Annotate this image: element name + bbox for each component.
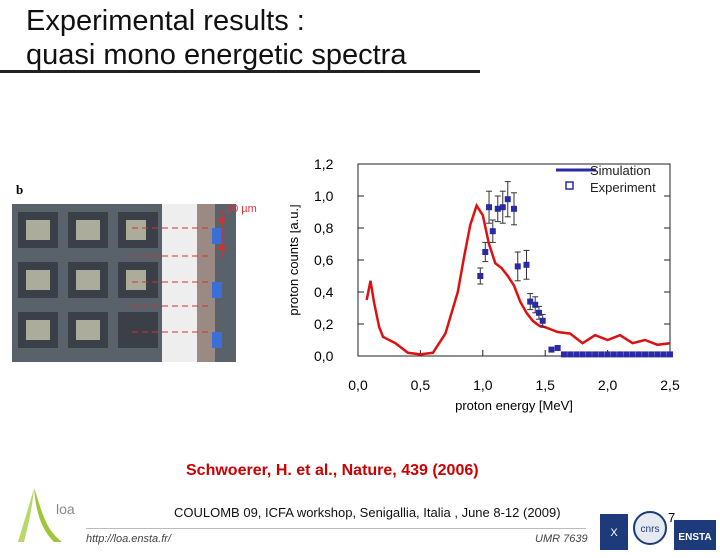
experiment-point — [514, 263, 521, 270]
experiment-point — [667, 351, 673, 358]
experiment-point — [539, 317, 546, 324]
title-underline — [0, 70, 480, 73]
page-number: 7 — [668, 510, 676, 525]
experiment-point — [579, 351, 586, 358]
logo-cnrs: cnrs — [641, 524, 660, 535]
y-tick-label: 0,4 — [314, 284, 334, 300]
experiment-point — [635, 351, 642, 358]
y-tick-label: 0,2 — [314, 316, 334, 332]
x-tick-label: 1,5 — [535, 377, 555, 393]
microscope-photo: b — [12, 178, 236, 362]
experiment-point — [592, 351, 599, 358]
experiment-point — [523, 261, 530, 268]
experiment-point — [560, 351, 567, 358]
citation: Schwoerer, H. et al., Nature, 439 (2006) — [186, 462, 479, 479]
experiment-point — [567, 351, 574, 358]
experiment-point — [527, 298, 534, 305]
partner-logos: X cnrs ENSTA — [598, 508, 720, 558]
footer-divider — [86, 528, 586, 529]
conference-line: COULOMB 09, ICFA workshop, Senigallia, I… — [174, 505, 561, 520]
experiment-point — [604, 351, 611, 358]
title-line-1: Experimental results : — [26, 5, 305, 37]
x-axis-label: proton energy [MeV] — [455, 398, 573, 413]
chart-layer: 0,0 0,2 0,4 0,6 0,8 1,0 1,2 0,0 0,5 1,0 1,5 2,0 2,5 p… — [290, 156, 680, 413]
experiment-point — [585, 351, 592, 358]
slide-title: Experimental results : quasi mono energe… — [26, 4, 406, 72]
x-tick-label: 0,5 — [411, 377, 431, 393]
target-array-image — [12, 178, 236, 362]
y-tick-label: 1,2 — [314, 156, 334, 172]
experiment-point — [477, 273, 484, 279]
experiment-point — [489, 228, 496, 235]
experiment-point — [535, 309, 542, 316]
experiment-point — [648, 351, 655, 358]
x-tick-label: 0,0 — [348, 377, 368, 393]
x-tick-label: 2,5 — [660, 377, 680, 393]
x-tick-label: 1,0 — [473, 377, 493, 393]
y-tick-label: 0,0 — [314, 348, 334, 364]
loa-logo-icon: loa — [18, 488, 75, 542]
footer-umr: UMR 7639 — [535, 533, 588, 545]
experiment-point — [511, 205, 517, 212]
experiment-point — [548, 346, 555, 353]
experiment-point — [499, 204, 506, 211]
experiment-point — [486, 204, 493, 211]
experiment-point — [623, 351, 630, 358]
experiment-point — [482, 249, 489, 255]
experiment-point — [598, 351, 605, 358]
experiment-point — [532, 301, 539, 308]
experiment-point — [573, 351, 580, 358]
scale-bar-label: 20 µm — [226, 203, 257, 215]
experiment-point — [660, 351, 667, 358]
footer-url[interactable]: http://loa.ensta.fr/ — [86, 533, 171, 545]
logo-ensta: ENSTA — [678, 532, 711, 543]
experiment-point — [554, 345, 561, 351]
experiment-point — [654, 351, 661, 358]
y-tick-label: 0,6 — [314, 252, 334, 268]
y-tick-label: 0,8 — [314, 220, 334, 236]
legend-experiment-label: Experiment — [590, 180, 656, 195]
panel-label: b — [16, 182, 24, 197]
y-axis-label: proton counts [a.u.] — [290, 204, 301, 315]
loa-logo: loa — [14, 480, 84, 551]
spectrum-chart: 0,0 0,2 0,4 0,6 0,8 1,0 1,2 0,0 0,5 1,0 1,5 2,0 2,5 p… — [290, 156, 680, 413]
loa-logo-text: loa — [56, 501, 75, 517]
experiment-point — [494, 205, 501, 212]
title-line-2: quasi mono energetic spectra — [26, 39, 407, 71]
experiment-point — [629, 351, 636, 358]
experiment-point — [617, 351, 624, 358]
legend-experiment-swatch — [565, 181, 574, 190]
x-tick-label: 2,0 — [598, 377, 618, 393]
logo-polytechnique: X — [610, 527, 618, 539]
experiment-point — [610, 351, 617, 358]
partner-logos-icon: X cnrs ENSTA — [600, 511, 716, 550]
legend-simulation-label: Simulation — [590, 163, 651, 178]
experiment-point — [504, 196, 511, 203]
experiment-point — [642, 351, 649, 358]
simulation-curve — [365, 202, 671, 356]
y-tick-label: 1,0 — [314, 188, 334, 204]
